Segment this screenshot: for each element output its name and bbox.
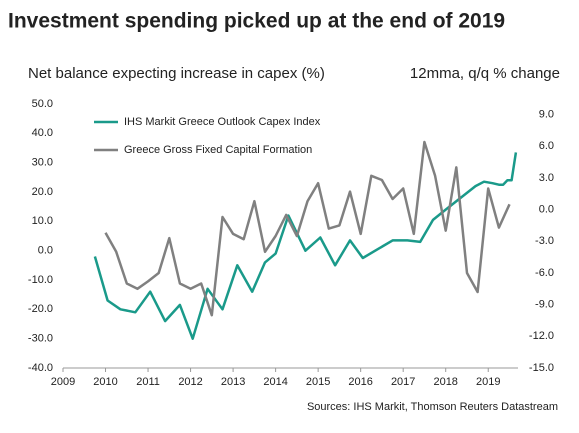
y-tick-label: 10.0 [32, 215, 53, 227]
legend-label: IHS Markit Greece Outlook Capex Index [124, 116, 321, 128]
y-tick-label: 40.0 [32, 127, 53, 139]
y2-tick-label: -12.0 [529, 330, 554, 342]
series-line [93, 152, 518, 340]
chart-title: Investment spending picked up at the end… [8, 10, 505, 33]
y-tick-label: 50.0 [32, 98, 53, 110]
x-tick-label: 2016 [348, 376, 372, 388]
y-tick-label: 30.0 [32, 157, 53, 169]
x-tick-label: 2010 [93, 376, 117, 388]
x-tick-label: 2011 [136, 376, 160, 388]
y-axis-label: Net balance expecting increase in capex … [28, 65, 325, 82]
x-tick-label: 2015 [306, 376, 330, 388]
x-tick-label: 2012 [178, 376, 202, 388]
source-note: Sources: IHS Markit, Thomson Reuters Dat… [307, 401, 558, 413]
y2-tick-label: 6.0 [539, 140, 554, 152]
y-tick-label: -30.0 [28, 333, 53, 345]
series-line [104, 140, 511, 317]
legend-label: Greece Gross Fixed Capital Formation [124, 144, 312, 156]
y2-tick-label: 9.0 [539, 108, 554, 120]
x-tick-label: 2018 [433, 376, 457, 388]
x-tick-label: 2009 [51, 376, 75, 388]
y-tick-label: 0.0 [38, 245, 53, 257]
x-tick-label: 2014 [263, 376, 287, 388]
y-tick-label: 20.0 [32, 186, 53, 198]
y2-axis-label: 12mma, q/q % change [410, 65, 560, 82]
y2-tick-label: -6.0 [535, 267, 554, 279]
y2-tick-label: -15.0 [529, 362, 554, 374]
x-tick-label: 2013 [221, 376, 245, 388]
y2-tick-label: 3.0 [539, 172, 554, 184]
x-tick-label: 2017 [391, 376, 415, 388]
y2-tick-label: 0.0 [539, 204, 554, 216]
y-tick-label: -20.0 [28, 303, 53, 315]
y2-tick-label: -3.0 [535, 235, 554, 247]
y2-tick-label: -9.0 [535, 299, 554, 311]
x-tick-label: 2019 [476, 376, 500, 388]
y-tick-label: -40.0 [28, 362, 53, 374]
y-tick-label: -10.0 [28, 274, 53, 286]
